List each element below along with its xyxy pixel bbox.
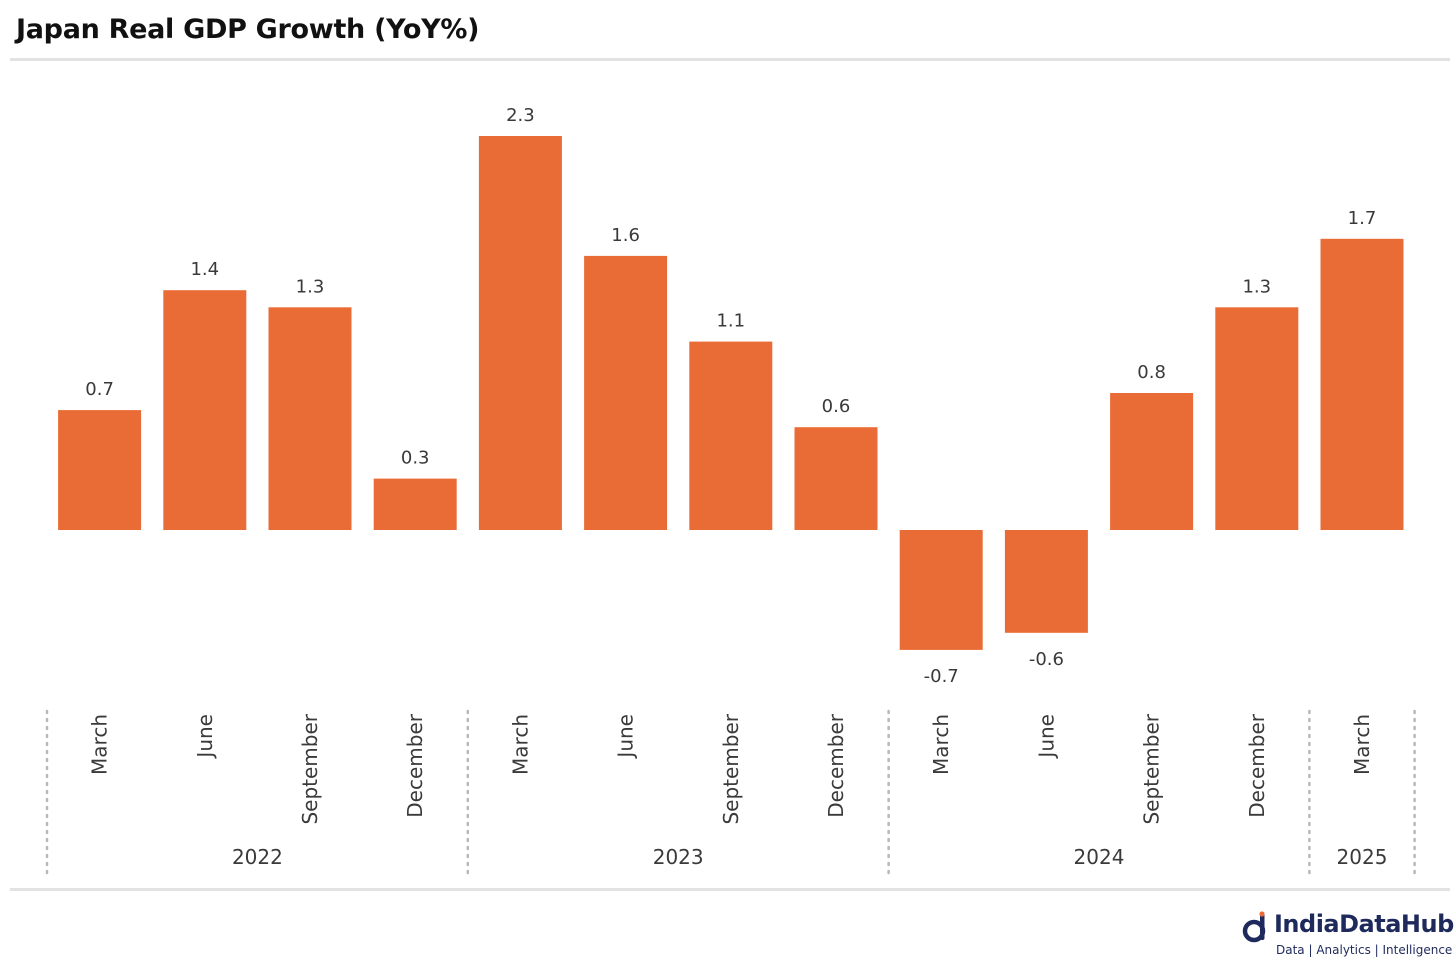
bar xyxy=(794,427,878,530)
data-label: 1.6 xyxy=(611,225,640,246)
category-tick-label: March xyxy=(508,714,532,775)
category-tick-label: December xyxy=(824,713,848,817)
value-labels-layer: 0.7 1.4 1.3 0.3 2.3 1.6 1.1 0.6 -0.7 -0.6 0.8 1.3 1.… xyxy=(85,105,1376,687)
brand-logo: IndiaDataHub Data | Analytics | Intellig… xyxy=(1238,908,1454,964)
category-tick-label: March xyxy=(88,714,112,775)
bar xyxy=(1004,530,1088,633)
category-tick-label: December xyxy=(403,713,427,817)
bar xyxy=(1320,238,1404,531)
data-label: 0.3 xyxy=(401,448,430,469)
bar xyxy=(58,410,142,530)
category-tick-label: March xyxy=(929,714,953,775)
bottom-divider xyxy=(10,888,1450,891)
year-group-label: 2023 xyxy=(653,845,704,869)
bar xyxy=(689,341,773,530)
brand-tagline: Data | Analytics | Intelligence xyxy=(1276,943,1453,957)
bar xyxy=(163,290,247,530)
year-group-label: 2024 xyxy=(1074,845,1125,869)
year-group-label: 2022 xyxy=(232,845,283,869)
category-tick-label: June xyxy=(1034,714,1058,760)
bar xyxy=(899,530,983,650)
category-tick-label: September xyxy=(719,713,743,824)
year-group-label: 2025 xyxy=(1337,845,1388,869)
data-label: -0.6 xyxy=(1029,649,1064,670)
data-label: 0.6 xyxy=(822,396,851,417)
category-tick-label: September xyxy=(298,713,322,824)
data-label: 1.3 xyxy=(296,276,325,297)
bar xyxy=(584,255,668,530)
bar xyxy=(268,307,352,530)
data-label: 2.3 xyxy=(506,105,535,126)
top-divider xyxy=(10,58,1450,61)
data-label: 0.8 xyxy=(1137,362,1166,383)
data-label: 1.3 xyxy=(1242,276,1271,297)
category-tick-label: March xyxy=(1350,714,1374,775)
data-label: 1.1 xyxy=(716,311,745,332)
bar xyxy=(478,136,562,530)
data-label: -0.7 xyxy=(924,666,959,687)
data-label: 0.7 xyxy=(85,379,114,400)
chart-title: Japan Real GDP Growth (YoY%) xyxy=(16,14,480,45)
brand-name: IndiaDataHub xyxy=(1274,910,1454,938)
bar xyxy=(373,478,457,530)
x-axis: March June September December March June Septe… xyxy=(45,709,1416,880)
data-label: 1.7 xyxy=(1348,208,1377,229)
data-label: 1.4 xyxy=(190,259,219,280)
india-data-hub-logo-icon xyxy=(1242,911,1266,943)
category-tick-label: September xyxy=(1140,713,1164,824)
bars-layer xyxy=(58,136,1404,650)
category-tick-label: June xyxy=(614,714,638,760)
category-tick-label: December xyxy=(1245,713,1269,817)
bar xyxy=(1215,307,1299,530)
bar xyxy=(1110,393,1194,530)
category-tick-label: June xyxy=(193,714,217,760)
